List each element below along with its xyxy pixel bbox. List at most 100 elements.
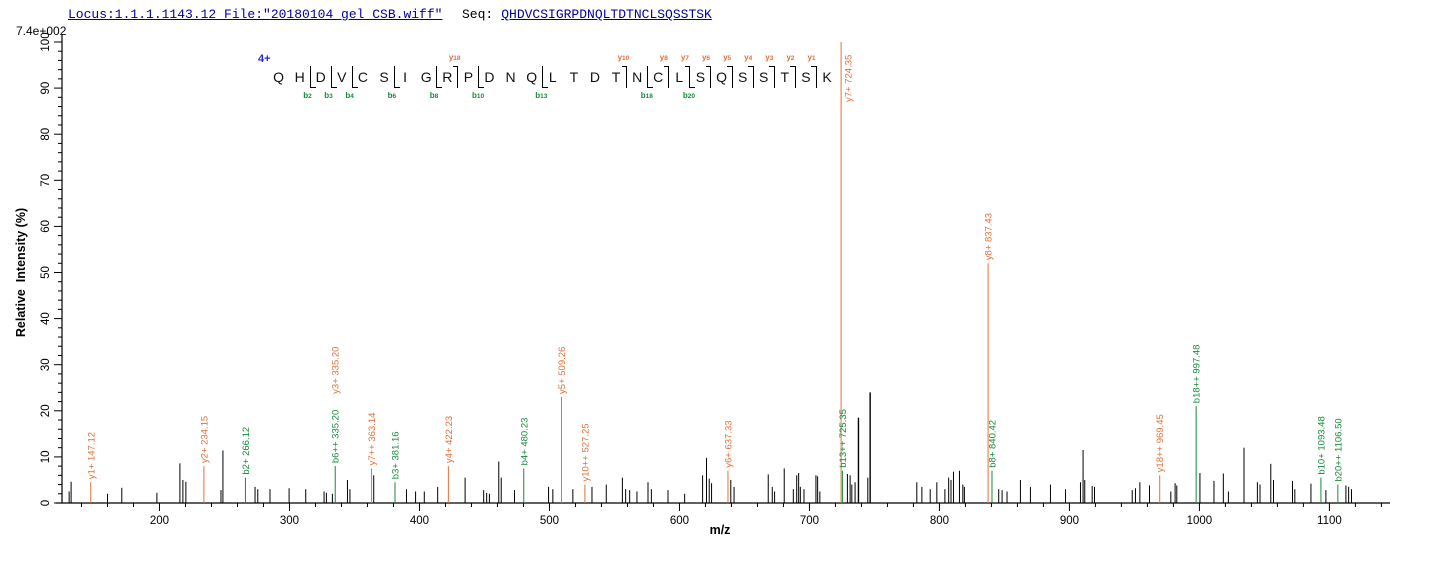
- peak-ion-label: y18++ 969.45: [1155, 414, 1166, 472]
- fragment-boundary: [436, 66, 438, 88]
- x-tick-label: 300: [280, 515, 299, 527]
- y-ion-hook: [621, 66, 627, 67]
- b-ion-label: b8: [429, 91, 439, 100]
- peak-ion-label: y4+ 422.23: [444, 416, 455, 463]
- residue-17-T: T: [606, 66, 627, 88]
- y-ion-label: y7: [680, 53, 689, 62]
- residue-letter: N: [505, 69, 516, 85]
- residue-letter: D: [315, 69, 326, 85]
- residue-8-G: G: [416, 66, 437, 88]
- y-tick-label: 30: [40, 358, 52, 371]
- residue-10-P: y18 P: [449, 53, 479, 88]
- residue-letter: I: [403, 69, 408, 85]
- residue-6-S: S: [373, 66, 394, 88]
- residue-letter: L: [548, 69, 557, 85]
- residue-7-I: b6 I: [388, 66, 416, 100]
- b-ion-hook: [437, 87, 443, 88]
- b-ion-hook: [690, 87, 696, 88]
- peak-ion-label: b18++ 997.48: [1192, 345, 1203, 404]
- residue-letter: C: [653, 69, 664, 85]
- b-ion-label: b20: [682, 91, 695, 100]
- y-ion-hook: [663, 66, 669, 67]
- b-ion-label: b13: [535, 91, 548, 100]
- y-ion-hook: [748, 66, 754, 67]
- peak-ion-label: y7+ 724.35: [844, 55, 855, 102]
- y-tick-label: 20: [40, 404, 52, 417]
- y-ion-label: y18: [448, 53, 461, 62]
- y-tick-label: 70: [40, 174, 52, 187]
- precursor-charge-label: 4+: [258, 53, 271, 65]
- y-ion-hook: [452, 66, 458, 67]
- fragment-boundary: [689, 66, 691, 88]
- peak-ion-label: b6++ 335.20: [331, 410, 342, 463]
- residue-letter: L: [675, 69, 684, 85]
- peak-ion-label: y10++ 527.25: [580, 423, 591, 481]
- x-tick-label: 600: [670, 515, 689, 527]
- peak-ion-label: b20++ 1106.50: [1333, 418, 1344, 481]
- y-ion-hook: [790, 66, 796, 67]
- peak-ion-label: b10+ 1093.48: [1316, 416, 1327, 474]
- x-axis-title: m/z: [710, 523, 731, 537]
- y-ion-hook: [769, 66, 775, 67]
- residue-letter: G: [420, 69, 432, 85]
- residue-2-H: H: [289, 66, 310, 88]
- y-ion-label: y10: [617, 53, 630, 62]
- residue-letter: S: [695, 69, 706, 85]
- peak-ion-label: y2+ 234.15: [199, 416, 210, 463]
- y-ion-label: y6: [701, 53, 711, 62]
- residue-5-C: b4 C: [345, 66, 373, 100]
- fragment-boundary: [773, 66, 775, 88]
- residue-letter: D: [589, 69, 601, 85]
- peak-ion-label: y6+ 637.33: [723, 420, 734, 467]
- residue-23-S: y5 S: [723, 53, 753, 88]
- max-intensity-value: 7.4e+002: [16, 24, 67, 38]
- y-ion-label: y4: [744, 53, 753, 62]
- residue-letter: T: [611, 69, 621, 85]
- locus-file-link[interactable]: Locus:1.1.1.1143.12 File:"20180104_gel_C…: [68, 7, 443, 22]
- residue-letter: T: [780, 69, 790, 85]
- b-ion-label: b3: [324, 91, 333, 100]
- y-tick-label: 80: [40, 128, 52, 141]
- residue-1-Q: Q: [268, 66, 289, 88]
- b-ion-hook: [648, 87, 654, 88]
- y-tick-label: 60: [40, 220, 52, 233]
- y-ion-label: y1: [807, 53, 816, 62]
- peak-ion-label: y3+ 335.20: [331, 347, 342, 394]
- x-tick-label: 400: [410, 515, 429, 527]
- residue-25-T: y3 T: [765, 53, 795, 88]
- peak-ion-label: y1+ 147.12: [86, 432, 97, 479]
- b-ion-label: b6: [387, 91, 397, 100]
- y-ion-hook: [811, 66, 817, 67]
- fragment-boundary: [647, 66, 649, 88]
- fragment-boundary: [394, 66, 396, 88]
- residue-letter: T: [569, 69, 579, 85]
- y-axis-title: Relative Intensity (%): [14, 208, 28, 337]
- x-tick-label: 800: [930, 515, 949, 527]
- sequence-link[interactable]: QHDVCSIGRPDNQLTDTNCLSQSSTSK: [501, 7, 712, 22]
- fragment-boundary: [668, 66, 670, 88]
- fragment-boundary: [752, 66, 754, 88]
- residue-19-C: b18 C: [641, 66, 669, 100]
- x-tick-label: 1000: [1187, 515, 1213, 527]
- y-tick-label: 40: [40, 312, 52, 325]
- y-ion-hook: [705, 66, 711, 67]
- residue-letter: Q: [526, 69, 538, 85]
- fragment-boundary: [731, 66, 733, 88]
- residue-letter: D: [484, 69, 495, 85]
- fragment-boundary: [815, 66, 817, 88]
- residue-14-L: b13 L: [535, 66, 563, 100]
- y-ion-hook: [727, 66, 733, 67]
- residue-3-D: b2 D: [303, 66, 331, 100]
- residue-18-N: y10 N: [618, 53, 648, 88]
- peak-ion-label: b8+ 840.42: [987, 420, 998, 468]
- residue-letter: S: [801, 69, 811, 85]
- y-ion-hook: [684, 66, 690, 67]
- seq-label: Seq:: [462, 7, 494, 22]
- b-ion-label: b2: [303, 91, 312, 100]
- sequence-header: Seq: QHDVCSIGRPDNQLTDTNCLSQSSTSK: [462, 7, 712, 22]
- fragment-boundary: [478, 66, 480, 88]
- residue-letter: S: [737, 69, 748, 85]
- residue-27-K: y1 K: [807, 53, 837, 88]
- y-tick-label: 90: [40, 82, 52, 95]
